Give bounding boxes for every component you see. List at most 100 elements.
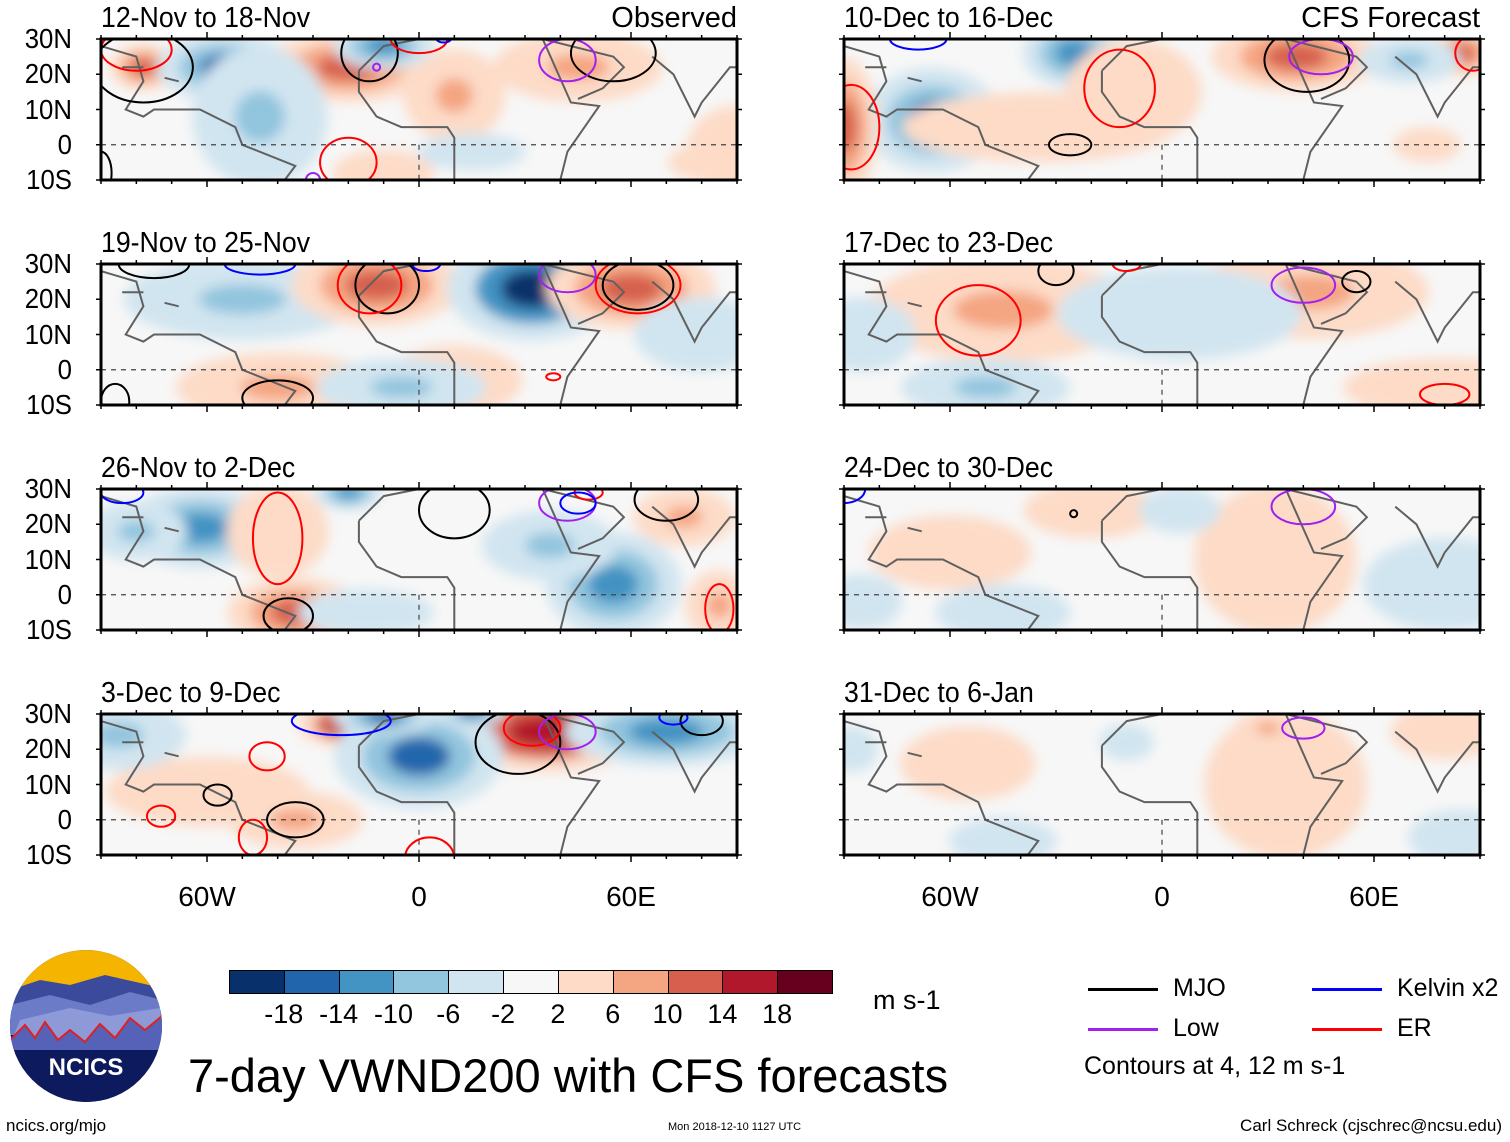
contour-er bbox=[389, 39, 449, 55]
shading-anomaly bbox=[370, 376, 433, 399]
legend-swatch-er bbox=[1312, 1028, 1382, 1031]
colorbar-swatch bbox=[777, 970, 834, 994]
contour-low bbox=[1270, 489, 1337, 526]
coastline bbox=[101, 495, 297, 630]
contour-mjo bbox=[101, 150, 113, 180]
colorbar-swatch bbox=[503, 970, 560, 994]
coastline bbox=[1100, 520, 1199, 630]
shading-anomaly bbox=[1363, 537, 1480, 630]
coastline bbox=[357, 745, 456, 855]
shading-anomaly bbox=[117, 520, 155, 542]
panel-title: 17-Dec to 23-Dec bbox=[844, 227, 1054, 259]
contour-kelvin-x2 bbox=[101, 489, 145, 505]
coastline bbox=[1394, 280, 1480, 344]
coastline bbox=[122, 291, 179, 308]
x-tick-label: 60W bbox=[921, 881, 979, 912]
coastline bbox=[454, 714, 601, 855]
author-credit: Carl Schreck (cjschrec@ncsu.edu) bbox=[1240, 1116, 1502, 1135]
coastline bbox=[1197, 489, 1344, 630]
coastline bbox=[1394, 505, 1480, 569]
contour-mjo bbox=[418, 489, 491, 540]
y-tick-label: 20N bbox=[24, 283, 73, 315]
contour-low bbox=[1270, 266, 1337, 304]
legend-swatch-mjo bbox=[1088, 988, 1158, 991]
coastline bbox=[1101, 714, 1163, 747]
contour-mjo bbox=[1263, 39, 1351, 93]
shading-anomaly bbox=[988, 114, 1089, 140]
colorbar-swatch bbox=[283, 970, 341, 994]
contour-low bbox=[1288, 39, 1354, 76]
contour-er bbox=[594, 264, 682, 315]
contour-kelvin-x2 bbox=[223, 264, 297, 276]
shading-anomaly bbox=[629, 718, 704, 745]
shading-anomaly bbox=[1265, 43, 1328, 70]
timestamp: Mon 2018-12-10 1127 UTC bbox=[668, 1121, 802, 1133]
contour-er bbox=[1454, 39, 1480, 72]
coastline bbox=[1197, 264, 1344, 405]
coastline bbox=[122, 66, 179, 83]
forecast-label: CFS Forecast bbox=[1301, 2, 1480, 34]
panel-title: 24-Dec to 30-Dec bbox=[844, 452, 1054, 484]
contour-low bbox=[538, 39, 597, 83]
colorbar-swatch bbox=[612, 970, 670, 994]
legend: MJO Kelvin x2 Low ER Contours at 4, 12 m s-1 bbox=[1080, 970, 1510, 1090]
shading-anomaly bbox=[633, 297, 737, 372]
contour-er bbox=[704, 583, 735, 630]
contour-er bbox=[1418, 382, 1471, 405]
source-url[interactable]: ncics.org/mjo bbox=[6, 1116, 107, 1135]
coastline bbox=[844, 45, 1040, 180]
shading-anomaly bbox=[335, 489, 361, 499]
contour-kelvin-x2 bbox=[410, 264, 442, 273]
colorbar-swatch bbox=[448, 970, 505, 994]
contour-er bbox=[319, 136, 378, 180]
map-panel bbox=[839, 32, 1485, 187]
contour-mjo bbox=[679, 714, 724, 737]
contour-er bbox=[934, 284, 1022, 357]
contour-er bbox=[237, 818, 269, 855]
legend-swatch-kelvin-x2 bbox=[1312, 988, 1382, 991]
shading-anomaly bbox=[943, 548, 957, 557]
contour-low bbox=[1281, 716, 1326, 740]
contour-er bbox=[404, 836, 455, 855]
shading-anomaly bbox=[1390, 51, 1428, 69]
shading-anomaly bbox=[844, 573, 903, 630]
shading-anomaly bbox=[1390, 714, 1480, 760]
coastline bbox=[651, 730, 737, 794]
contour-kelvin-x2 bbox=[435, 39, 452, 44]
contour-mjo bbox=[569, 39, 657, 83]
map-panel bbox=[839, 482, 1485, 637]
y-tick-label: 20N bbox=[24, 508, 73, 540]
shading-anomaly bbox=[1099, 723, 1154, 761]
contour-mjo bbox=[101, 39, 194, 104]
colorbar-swatch bbox=[557, 970, 615, 994]
contour-mjo bbox=[1069, 509, 1079, 519]
legend-label: Low bbox=[1173, 1014, 1219, 1042]
contour-kelvin-x2 bbox=[658, 714, 689, 726]
panel-title: 12-Nov to 18-Nov bbox=[101, 2, 311, 34]
shading-anomaly bbox=[365, 164, 403, 180]
y-tick-label: 10N bbox=[24, 318, 73, 350]
colorbar-label: 6 bbox=[605, 999, 621, 1029]
logo-text: NCICS bbox=[49, 1054, 124, 1081]
shading-anomaly bbox=[508, 716, 584, 747]
y-tick-label: 0 bbox=[57, 578, 72, 610]
shading-anomaly bbox=[435, 78, 473, 113]
map-panel bbox=[96, 707, 742, 862]
x-tick-label: 0 bbox=[411, 881, 427, 912]
map-panel bbox=[96, 32, 742, 187]
y-tick-label: 0 bbox=[57, 803, 72, 835]
panel-title: 19-Nov to 25-Nov bbox=[101, 227, 311, 259]
contour-mjo bbox=[1341, 270, 1372, 294]
y-tick-label: 30N bbox=[24, 23, 73, 54]
map-panel bbox=[96, 482, 742, 637]
coastline bbox=[1101, 39, 1163, 72]
y-tick-label: 10S bbox=[26, 839, 72, 870]
y-tick-label: 10S bbox=[26, 389, 72, 420]
coastline bbox=[844, 270, 1040, 405]
coastline bbox=[651, 55, 737, 119]
contour-er bbox=[1111, 264, 1142, 273]
coastline bbox=[101, 45, 297, 180]
colorbar-label: 10 bbox=[652, 999, 683, 1029]
y-tick-label: 30N bbox=[24, 248, 73, 279]
contour-er bbox=[545, 372, 562, 382]
